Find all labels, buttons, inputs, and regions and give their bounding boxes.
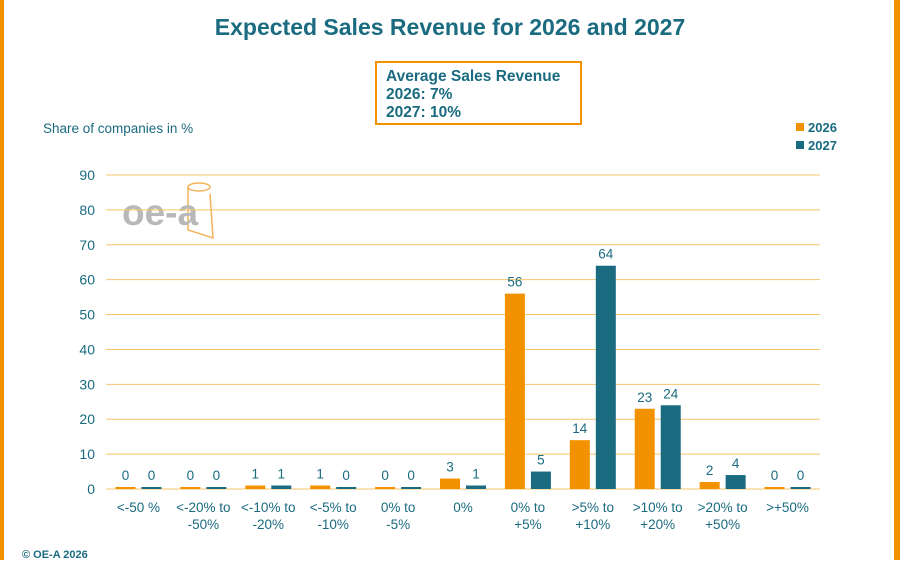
y-axis-label: Share of companies in % [43, 121, 194, 136]
data-label-2026-4: 0 [381, 468, 389, 483]
x-tick-label-8-1: +20% [640, 517, 675, 532]
average-box-heading: Average Sales Revenue [386, 68, 561, 85]
y-tick-label-80: 80 [79, 202, 95, 218]
x-tick-label-7-1: +10% [575, 517, 610, 532]
y-tick-label-90: 90 [79, 167, 95, 183]
x-tick-label-3-1: -10% [317, 517, 349, 532]
bar-2027-6 [530, 471, 551, 489]
data-label-2026-1: 0 [187, 468, 195, 483]
bar-2026-4 [375, 487, 396, 489]
bar-2026-2 [245, 485, 266, 489]
bar-2027-9 [725, 475, 746, 489]
x-tick-label-6-0: 0% to [511, 500, 546, 515]
bar-2026-5 [440, 478, 460, 489]
data-label-2027-3: 0 [342, 468, 350, 483]
average-2027: 2027: 10% [386, 104, 461, 121]
x-tick-label-1-1: -50% [188, 517, 220, 532]
x-tick-label-9-0: >20% to [698, 500, 748, 515]
bar-2027-5 [466, 485, 486, 489]
y-tick-label-20: 20 [79, 411, 95, 427]
x-tick-label-4-0: 0% to [381, 500, 416, 515]
bar-2027-3 [336, 487, 357, 489]
data-label-2026-5: 3 [446, 460, 454, 475]
bar-2026-1 [180, 487, 201, 489]
average-sales-box: Average Sales Revenue 2026: 7% 2027: 10% [375, 61, 582, 125]
legend-swatch-2027 [796, 141, 804, 149]
y-tick-label-30: 30 [79, 376, 95, 392]
x-tick-label-4-1: -5% [386, 517, 410, 532]
oe-a-logo: oe-a [122, 180, 222, 245]
data-label-2027-5: 1 [472, 467, 480, 482]
data-label-2026-9: 2 [706, 463, 714, 478]
data-label-2026-7: 14 [572, 421, 588, 436]
y-tick-label-10: 10 [79, 446, 95, 462]
x-tick-label-7-0: >5% to [572, 500, 614, 515]
data-label-2026-0: 0 [122, 468, 130, 483]
bar-2027-7 [595, 265, 616, 489]
bar-2027-1 [206, 487, 227, 489]
y-tick-label-60: 60 [79, 272, 95, 288]
data-label-2026-6: 56 [507, 275, 522, 290]
bar-2026-3 [310, 485, 331, 489]
data-label-2027-10: 0 [797, 468, 805, 483]
logo-text: oe-a [122, 192, 199, 233]
y-tick-label-0: 0 [87, 481, 95, 497]
bar-2026-9 [699, 482, 720, 489]
data-label-2027-7: 64 [598, 247, 614, 262]
bar-2027-0 [141, 487, 162, 489]
bar-2026-10 [764, 487, 785, 489]
y-tick-label-70: 70 [79, 237, 95, 253]
x-tick-label-2-0: <-10% to [241, 500, 295, 515]
data-label-2026-10: 0 [771, 468, 779, 483]
x-tick-label-2-1: -20% [253, 517, 285, 532]
data-label-2027-9: 4 [732, 456, 740, 471]
y-tick-label-40: 40 [79, 341, 95, 357]
data-label-2027-1: 0 [213, 468, 221, 483]
bar-2027-4 [401, 487, 422, 489]
legend: 2026 2027 [796, 118, 837, 154]
x-tick-label-5-0: 0% [453, 500, 473, 515]
logo-cylinder-icon [187, 182, 214, 240]
chart-title: Expected Sales Revenue for 2026 and 2027 [214, 14, 686, 40]
bar-2027-2 [271, 485, 292, 489]
data-label-2027-8: 24 [663, 386, 679, 401]
x-tick-label-1-0: <-20% to [176, 500, 230, 515]
legend-swatch-2026 [796, 123, 804, 131]
right-frame-border [894, 0, 900, 560]
bar-2027-10 [790, 487, 811, 489]
bar-2026-6 [504, 293, 525, 489]
bar-2026-7 [569, 440, 590, 489]
x-tick-label-9-1: +50% [705, 517, 740, 532]
legend-label-2026: 2026 [808, 119, 837, 135]
data-label-2027-2: 1 [278, 467, 286, 482]
data-label-2027-0: 0 [148, 468, 156, 483]
legend-label-2027: 2027 [808, 137, 837, 153]
legend-item-2027: 2027 [796, 136, 837, 154]
bar-2026-8 [634, 408, 655, 489]
x-tick-label-3-0: <-5% to [310, 500, 357, 515]
data-label-2026-8: 23 [637, 390, 652, 405]
data-label-2026-2: 1 [252, 467, 260, 482]
y-tick-label-50: 50 [79, 307, 95, 323]
x-tick-label-6-1: +5% [514, 517, 541, 532]
bar-2027-8 [660, 405, 681, 489]
x-tick-label-10-0: >+50% [766, 500, 809, 515]
legend-item-2026: 2026 [796, 118, 837, 136]
data-label-2027-6: 5 [537, 453, 545, 468]
left-frame-border [0, 0, 4, 560]
average-2026: 2026: 7% [386, 86, 453, 103]
x-tick-label-8-0: >10% to [633, 500, 683, 515]
x-tick-label-0-0: <-50 % [117, 500, 160, 515]
data-label-2026-3: 1 [316, 467, 324, 482]
copyright: © OE-A 2026 [22, 549, 88, 561]
data-label-2027-4: 0 [407, 468, 415, 483]
bar-2026-0 [115, 487, 136, 489]
